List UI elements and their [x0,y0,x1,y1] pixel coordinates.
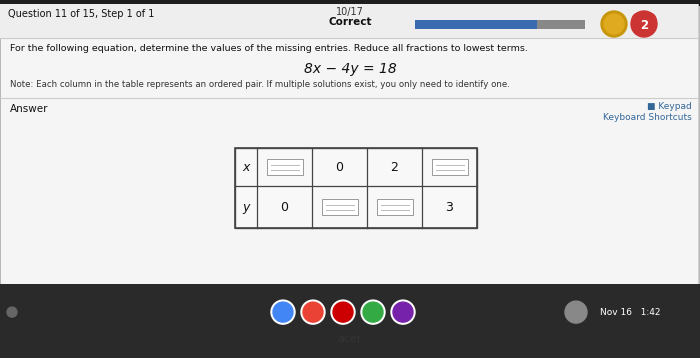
Circle shape [361,300,385,324]
Bar [415,20,585,29]
Text: Keyboard Shortcuts: Keyboard Shortcuts [603,113,692,122]
Bar [0,4,698,38]
Text: Answer: Answer [10,104,48,114]
Bar [267,159,302,175]
Text: 2: 2 [640,19,648,32]
Circle shape [333,302,353,322]
Circle shape [301,300,325,324]
Bar [0,284,700,358]
Text: x: x [242,160,250,174]
Bar [235,148,477,228]
Bar [235,148,477,228]
Circle shape [7,307,17,317]
Bar [431,159,468,175]
Text: ■ Keypad: ■ Keypad [648,102,692,111]
Text: 8x − 4y = 18: 8x − 4y = 18 [304,62,396,76]
Circle shape [363,302,383,322]
Circle shape [273,302,293,322]
Bar [0,4,698,284]
Circle shape [601,11,627,37]
Text: acer: acer [337,334,363,344]
Circle shape [604,14,624,34]
Bar [377,199,412,215]
Polygon shape [633,22,655,36]
Text: 3: 3 [446,200,454,213]
Text: 0: 0 [281,200,288,213]
Circle shape [391,300,415,324]
Text: 2: 2 [391,160,398,174]
Circle shape [393,302,413,322]
Text: Correct: Correct [328,17,372,27]
Text: Nov 16   1:42: Nov 16 1:42 [600,308,661,316]
Text: For the following equation, determine the values of the missing entries. Reduce : For the following equation, determine th… [10,44,528,53]
Text: Question 11 of 15, Step 1 of 1: Question 11 of 15, Step 1 of 1 [8,9,155,19]
Bar [2,6,700,286]
Text: 10/17: 10/17 [336,7,364,17]
Bar [321,199,358,215]
Bar [415,20,537,29]
Circle shape [565,301,587,323]
Text: y: y [242,200,250,213]
Circle shape [303,302,323,322]
Circle shape [632,13,646,27]
Text: Note: Each column in the table represents an ordered pair. If multiple solutions: Note: Each column in the table represent… [10,80,510,89]
Circle shape [331,300,355,324]
Circle shape [631,11,657,37]
Circle shape [642,13,656,27]
Text: 0: 0 [335,160,344,174]
Circle shape [271,300,295,324]
